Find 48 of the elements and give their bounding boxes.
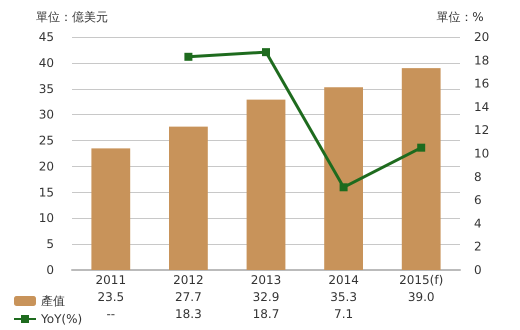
data-label: 32.9 [252, 290, 280, 304]
y2-tick-label: 18 [474, 53, 490, 68]
bar [169, 126, 208, 270]
x-tick-label: 2011 [96, 273, 126, 287]
point [184, 52, 192, 61]
y2-tick-label: 0 [474, 263, 482, 277]
y-tick-label: 40 [38, 56, 54, 70]
data-label: 23.5 [97, 290, 124, 304]
y-tick-label: 10 [38, 211, 54, 226]
bar [91, 148, 130, 270]
x-tick-label: 2015(f) [399, 273, 444, 287]
y2-axis-title: 單位：% [436, 10, 484, 24]
bar [324, 87, 363, 270]
y-tick-label: 5 [46, 237, 54, 252]
point [340, 183, 348, 192]
y2-tick-label: 4 [474, 216, 482, 230]
y2-tick-label: 20 [474, 30, 490, 44]
y-tick-label: 20 [38, 159, 54, 174]
text: -- [106, 307, 116, 321]
data-label: 27.7 [175, 290, 202, 304]
bar [246, 100, 286, 270]
y-tick-label: 0 [46, 263, 54, 277]
x-tick-label: 2012 [173, 273, 204, 287]
y2-tick-label: 12 [474, 123, 490, 138]
y-axis-title: 單位：億美元 [36, 10, 108, 24]
y-tick-label: 30 [38, 108, 54, 122]
legend-label: YoY(%) [40, 312, 82, 326]
point [262, 48, 270, 56]
data-label: 35.3 [330, 290, 357, 304]
point [417, 144, 426, 152]
x-tick-label: 2013 [250, 273, 282, 287]
y-tick-label: 25 [38, 134, 54, 148]
x-tick-label: 2014 [328, 273, 359, 287]
y2-tick-label: 8 [474, 170, 482, 184]
y-tick-label: 45 [38, 30, 54, 44]
data-label: 7.1 [334, 307, 354, 321]
y2-tick-label: 6 [474, 193, 482, 208]
y2-tick-label: 14 [474, 100, 490, 114]
bar [402, 68, 441, 270]
y2-tick-label: 10 [474, 146, 490, 160]
data-label: 39.0 [408, 290, 435, 304]
data-label: 18.7 [252, 307, 280, 321]
y2-tick-label: 2 [474, 240, 482, 254]
y-tick-label: 35 [38, 82, 54, 96]
legend-label: 產值 [41, 294, 65, 308]
y-tick-label: 15 [38, 185, 54, 200]
data-label: 18.3 [175, 307, 202, 321]
y2-tick-label: 16 [474, 76, 490, 91]
